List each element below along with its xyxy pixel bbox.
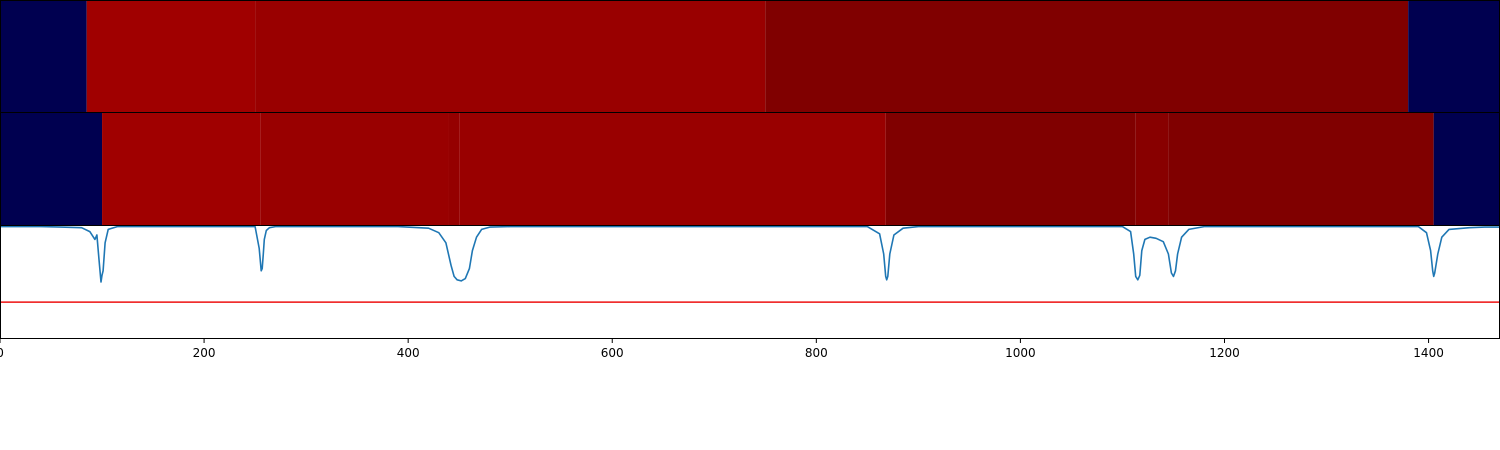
x-tick-label: 1200 <box>1209 346 1240 360</box>
heatmap-segment-2-3 <box>260 113 449 225</box>
heatmap-segment-2-1 <box>0 113 103 225</box>
x-axis: 0 200 400 600 800 1000 1200 1400 <box>0 338 1444 360</box>
heatmap-segment-2-5 <box>459 113 886 225</box>
line-panel-frame <box>0 225 1500 339</box>
heatmap-segment-2-9 <box>1433 113 1500 225</box>
x-tick-label: 1400 <box>1413 346 1444 360</box>
heatmap-segment-2-4 <box>448 113 460 225</box>
heatmap-segment-1-3 <box>255 1 766 112</box>
heatmap-segment-2-7 <box>1135 113 1169 225</box>
series-line-1 <box>0 225 1500 283</box>
heatmap-top <box>0 0 1500 113</box>
heatmap-middle <box>0 112 1500 226</box>
x-tick-label: 200 <box>193 346 216 360</box>
x-tick-label: 0 <box>0 346 4 360</box>
heatmap-segment-2-8 <box>1168 113 1434 225</box>
x-tick-label: 400 <box>397 346 420 360</box>
heatmap-segment-1-5 <box>1408 1 1500 112</box>
heatmap-segment-1-1 <box>0 1 87 112</box>
x-tick-label: 600 <box>601 346 624 360</box>
x-tick-label: 1000 <box>1005 346 1036 360</box>
heatmap-segment-2-2 <box>102 113 261 225</box>
line-plot-panel <box>0 225 1500 339</box>
x-tick-label: 800 <box>805 346 828 360</box>
heatmap-segment-1-2 <box>86 1 256 112</box>
heatmap-segment-1-4 <box>765 1 1409 112</box>
heatmap-segment-2-6 <box>885 113 1136 225</box>
